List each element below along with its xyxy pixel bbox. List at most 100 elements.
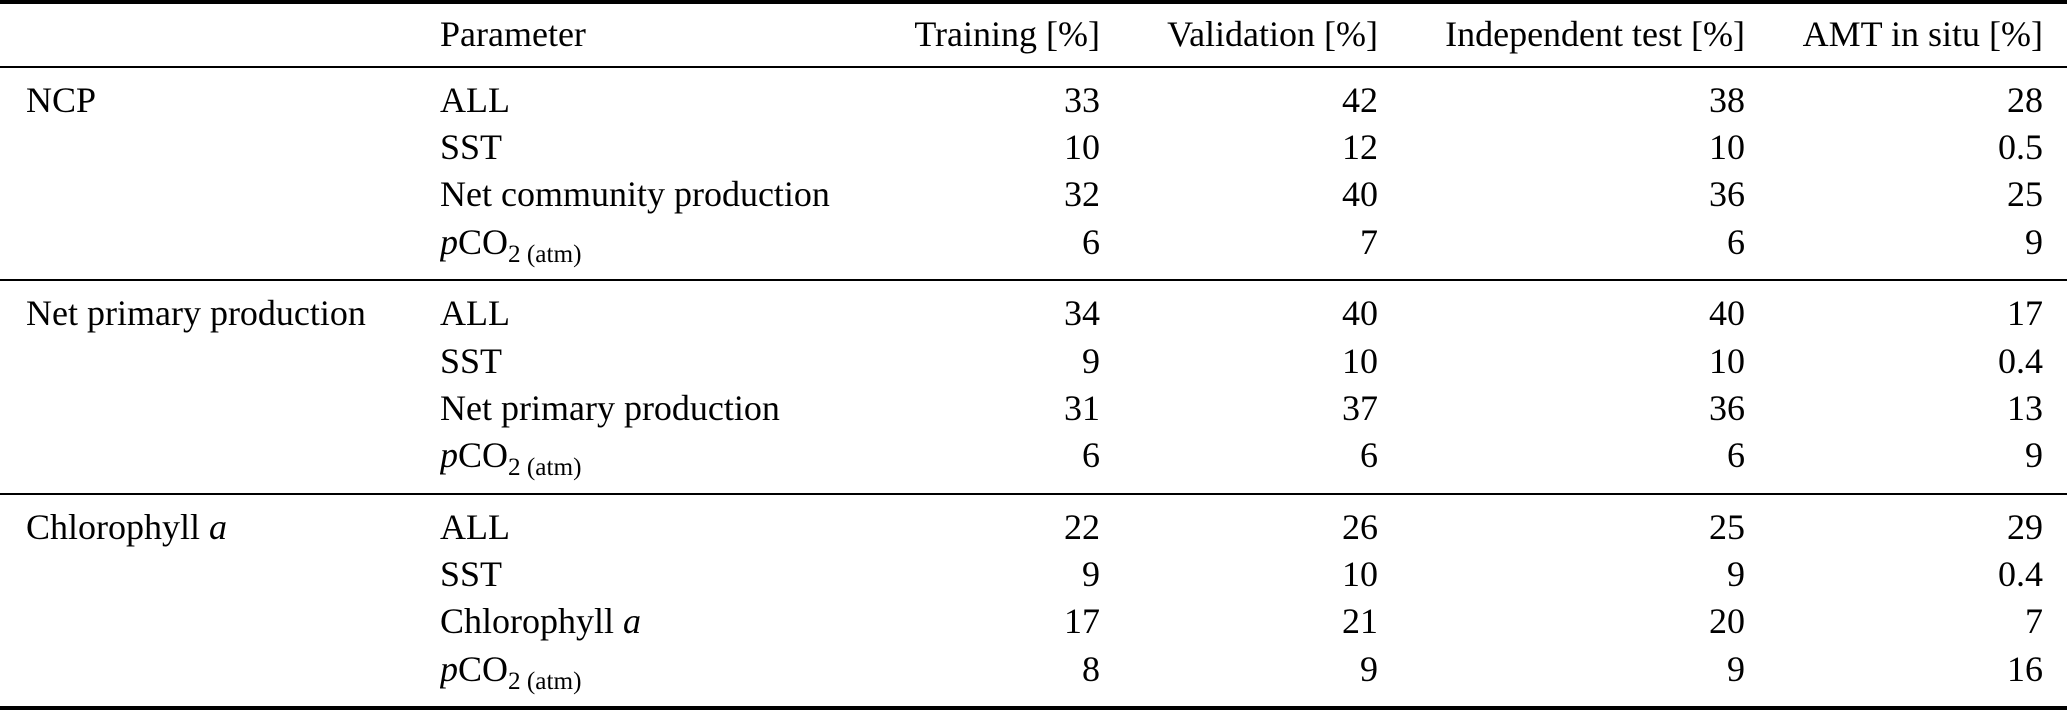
value-cell: 36 bbox=[1709, 174, 1745, 215]
value-cell: 9 bbox=[1082, 340, 1100, 381]
param-cell: pCO2 (atm) bbox=[440, 648, 582, 695]
group-chlorophyll-a: Chlorophyll a ALL 22 26 25 29 SST 9 10 9… bbox=[0, 493, 2067, 708]
table-row: Net primary production 31 37 36 13 bbox=[0, 385, 2067, 432]
table-header: Parameter Training [%] Validation [%] In… bbox=[0, 2, 2067, 67]
table-row: pCO2 (atm) 6 6 6 9 bbox=[0, 432, 2067, 494]
group-label-cell: Chlorophyll a bbox=[0, 494, 440, 551]
header-parameter: Parameter bbox=[440, 14, 586, 55]
param-cell: ALL bbox=[440, 506, 510, 547]
group-label: Chlorophyll bbox=[26, 506, 210, 547]
value-cell: 0.4 bbox=[1998, 553, 2043, 594]
param-cell: Chlorophyll a bbox=[440, 601, 642, 642]
value-cell: 10 bbox=[1709, 340, 1745, 381]
table-row: Chlorophyll a ALL 22 26 25 29 bbox=[0, 494, 2067, 551]
group-ncp: NCP ALL 33 42 38 28 SST 10 12 10 0.5 Net… bbox=[0, 67, 2067, 280]
value-cell: 10 bbox=[1709, 127, 1745, 168]
value-cell: 34 bbox=[1064, 293, 1100, 334]
param-cell: ALL bbox=[440, 293, 510, 334]
group-label-cell bbox=[0, 645, 440, 708]
value-cell: 20 bbox=[1709, 601, 1745, 642]
value-cell: 22 bbox=[1064, 506, 1100, 547]
value-cell: 9 bbox=[2025, 435, 2043, 476]
value-cell: 28 bbox=[2007, 80, 2043, 121]
value-cell: 33 bbox=[1064, 80, 1100, 121]
value-cell: 10 bbox=[1064, 127, 1100, 168]
group-label-cell: NCP bbox=[0, 67, 440, 124]
group-label-cell bbox=[0, 432, 440, 494]
value-cell: 6 bbox=[1727, 221, 1745, 262]
header-independent-test: Independent test [%] bbox=[1445, 14, 1745, 55]
value-cell: 9 bbox=[1727, 648, 1745, 689]
param-cell: pCO2 (atm) bbox=[440, 221, 582, 269]
table-row: SST 9 10 10 0.4 bbox=[0, 338, 2067, 385]
table-row: SST 10 12 10 0.5 bbox=[0, 124, 2067, 171]
header-validation: Validation [%] bbox=[1167, 14, 1378, 55]
value-cell: 8 bbox=[1082, 648, 1100, 689]
value-cell: 17 bbox=[2007, 293, 2043, 334]
value-cell: 38 bbox=[1709, 80, 1745, 121]
table-row: Net primary production ALL 34 40 40 17 bbox=[0, 280, 2067, 337]
param-cell: Net community production bbox=[440, 174, 830, 215]
value-cell: 9 bbox=[1727, 553, 1745, 594]
value-cell: 9 bbox=[2025, 221, 2043, 262]
value-cell: 31 bbox=[1064, 387, 1100, 428]
header-amt-in-situ: AMT in situ [%] bbox=[1802, 14, 2043, 55]
value-cell: 37 bbox=[1342, 387, 1378, 428]
value-cell: 32 bbox=[1064, 174, 1100, 215]
value-cell: 10 bbox=[1342, 553, 1378, 594]
header-empty bbox=[0, 2, 440, 67]
value-cell: 25 bbox=[2007, 174, 2043, 215]
value-cell: 42 bbox=[1342, 80, 1378, 121]
group-label-cell bbox=[0, 385, 440, 432]
value-cell: 6 bbox=[1360, 435, 1378, 476]
table-row: NCP ALL 33 42 38 28 bbox=[0, 67, 2067, 124]
value-cell: 25 bbox=[1709, 506, 1745, 547]
value-cell: 29 bbox=[2007, 506, 2043, 547]
table-row: Chlorophyll a 17 21 20 7 bbox=[0, 598, 2067, 645]
param-cell: SST bbox=[440, 340, 503, 381]
group-label-cell bbox=[0, 124, 440, 171]
value-cell: 0.5 bbox=[1998, 127, 2043, 168]
table-row: SST 9 10 9 0.4 bbox=[0, 551, 2067, 598]
param-cell: pCO2 (atm) bbox=[440, 435, 582, 482]
group-label-cell bbox=[0, 551, 440, 598]
group-net-primary-production: Net primary production ALL 34 40 40 17 S… bbox=[0, 280, 2067, 493]
value-cell: 7 bbox=[2025, 601, 2043, 642]
header-row: Parameter Training [%] Validation [%] In… bbox=[0, 2, 2067, 67]
value-cell: 0.4 bbox=[1998, 340, 2043, 381]
group-label-cell bbox=[0, 219, 440, 281]
param-cell: SST bbox=[440, 553, 503, 594]
group-label-cell bbox=[0, 338, 440, 385]
param-cell: SST bbox=[440, 127, 503, 168]
value-cell: 13 bbox=[2007, 387, 2043, 428]
value-cell: 12 bbox=[1342, 127, 1378, 168]
value-cell: 10 bbox=[1342, 340, 1378, 381]
value-cell: 21 bbox=[1342, 601, 1378, 642]
table-row: pCO2 (atm) 8 9 9 16 bbox=[0, 645, 2067, 708]
table-row: pCO2 (atm) 6 7 6 9 bbox=[0, 219, 2067, 281]
value-cell: 9 bbox=[1360, 648, 1378, 689]
table-row: Net community production 32 40 36 25 bbox=[0, 172, 2067, 219]
header-training: Training [%] bbox=[914, 14, 1100, 55]
param-cell: Net primary production bbox=[440, 387, 780, 428]
value-cell: 26 bbox=[1342, 506, 1378, 547]
group-label: NCP bbox=[26, 80, 97, 121]
value-cell: 9 bbox=[1082, 553, 1100, 594]
group-label-cell: Net primary production bbox=[0, 280, 440, 337]
value-cell: 16 bbox=[2007, 648, 2043, 689]
value-cell: 6 bbox=[1727, 435, 1745, 476]
value-cell: 17 bbox=[1064, 601, 1100, 642]
group-label-cell bbox=[0, 172, 440, 219]
group-label-cell bbox=[0, 598, 440, 645]
value-cell: 6 bbox=[1082, 435, 1100, 476]
group-label: Net primary production bbox=[26, 293, 366, 334]
value-cell: 40 bbox=[1709, 293, 1745, 334]
param-cell: ALL bbox=[440, 80, 510, 121]
value-cell: 7 bbox=[1360, 221, 1378, 262]
group-label-italic: a bbox=[209, 506, 228, 547]
value-cell: 40 bbox=[1342, 293, 1378, 334]
value-cell: 6 bbox=[1082, 221, 1100, 262]
value-cell: 36 bbox=[1709, 387, 1745, 428]
